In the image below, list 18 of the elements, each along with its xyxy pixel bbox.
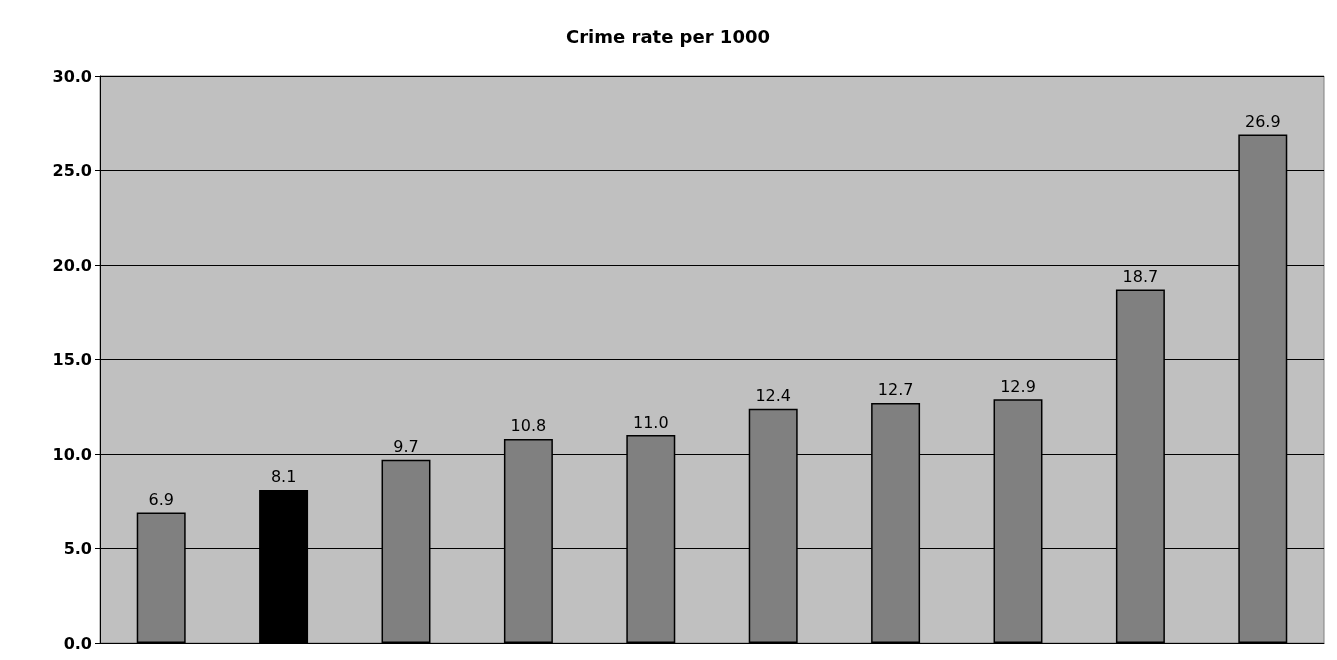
y-tick-label: 25.0 — [52, 161, 92, 180]
data-label: 6.9 — [148, 490, 174, 510]
data-label: 8.1 — [270, 467, 297, 487]
data-label: 26.9 — [1244, 112, 1281, 132]
y-tick-label: 10.0 — [52, 444, 92, 464]
y-tick-label: 20.0 — [52, 255, 92, 275]
data-label: 9.7 — [393, 437, 419, 457]
data-label: 10.8 — [510, 416, 547, 436]
data-label: 12.9 — [1000, 376, 1036, 396]
data-label: 11.0 — [632, 412, 669, 432]
y-tick-label: 5.0 — [63, 539, 92, 558]
data-label: 12.7 — [877, 380, 914, 400]
y-tick-label: 0.0 — [63, 633, 92, 653]
y-tick-label: 15.0 — [52, 350, 92, 369]
data-label: 18.7 — [1122, 267, 1159, 287]
data-label: 12.4 — [755, 386, 792, 406]
chart-title: Crime rate per 1000 — [566, 25, 770, 47]
y-tick-label: 30.0 — [52, 66, 92, 86]
